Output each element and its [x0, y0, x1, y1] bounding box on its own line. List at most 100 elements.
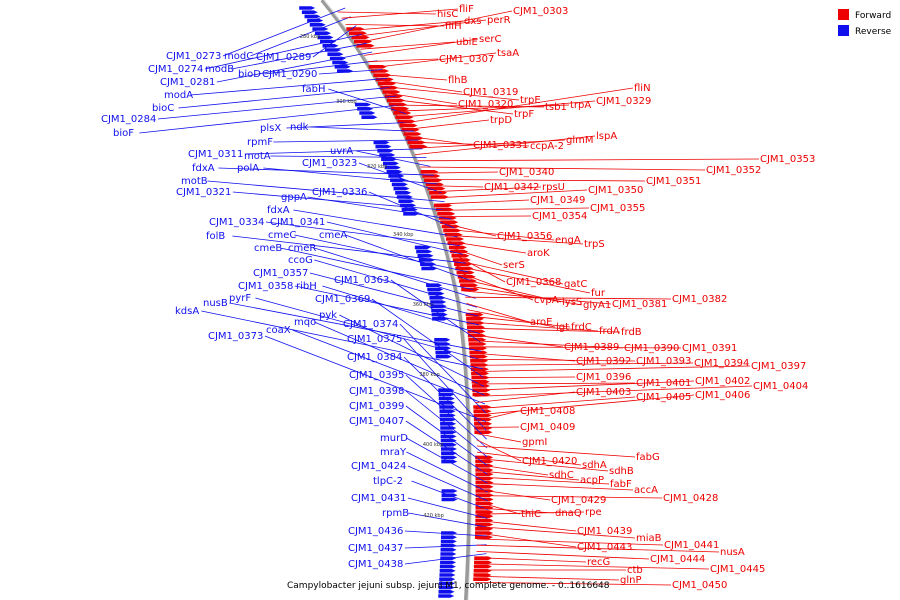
forward-gene-glyph	[471, 371, 490, 376]
forward-gene-label: engA	[555, 235, 581, 246]
reverse-connector-line	[404, 553, 487, 565]
reverse-connector-line	[190, 78, 388, 96]
forward-connector-line	[452, 253, 506, 283]
forward-gene-label: aroE	[530, 317, 552, 328]
forward-connector-line	[433, 189, 588, 199]
forward-connector-line	[477, 495, 663, 499]
reverse-gene-label: gppA	[281, 192, 307, 203]
forward-gene-label: CJM1_0404	[753, 381, 808, 392]
forward-connector-line	[403, 119, 490, 131]
reverse-gene-glyph	[314, 31, 331, 35]
reverse-gene-glyph	[435, 346, 452, 350]
reverse-gene-label: nusB	[203, 298, 228, 309]
reverse-gene-label: CJM1_0399	[349, 401, 404, 412]
reverse-gene-label: folB	[206, 231, 225, 242]
reverse-gene-label: CJM1_0281	[160, 77, 215, 88]
reverse-gene-label: fabH	[302, 84, 326, 95]
forward-connector-line	[371, 52, 497, 69]
forward-connector-line	[444, 228, 555, 241]
forward-connector-line	[471, 352, 576, 362]
reverse-gene-label: CJM1_0369	[315, 294, 370, 305]
forward-gene-glyph	[458, 279, 477, 283]
reverse-gene-glyph	[440, 422, 457, 426]
reverse-gene-label: CJM1_0373	[208, 331, 263, 342]
reverse-gene-label: fdxA	[267, 205, 290, 216]
reverse-gene-label: plsX	[260, 123, 281, 134]
reverse-gene-label: CJM1_0323	[302, 158, 357, 169]
forward-connector-line	[454, 259, 564, 285]
reverse-connector-line	[218, 167, 435, 176]
reverse-gene-glyph	[373, 140, 390, 145]
forward-connector-line	[476, 445, 636, 458]
reverse-gene-glyph	[434, 338, 451, 342]
reverse-connector-line	[403, 338, 487, 431]
reverse-gene-label: CJM1_0395	[349, 370, 404, 381]
forward-gene-glyph	[473, 569, 492, 573]
reverse-gene-label: pyrF	[229, 293, 251, 304]
reverse-connector-line	[322, 285, 480, 334]
forward-gene-label: acpP	[580, 475, 604, 486]
forward-gene-label: CJM1_0319	[463, 87, 518, 98]
reverse-gene-glyph	[414, 245, 431, 250]
reverse-connector-line	[201, 310, 483, 370]
reverse-gene-glyph	[327, 52, 344, 56]
reverse-gene-glyph	[299, 6, 316, 10]
forward-connector-line	[477, 458, 609, 472]
reverse-gene-label: polA	[237, 163, 259, 174]
forward-connector-line	[448, 241, 527, 254]
forward-gene-glyph	[391, 107, 410, 111]
reverse-gene-label: CJM1_0273	[166, 51, 221, 62]
forward-connector-line	[477, 470, 580, 481]
reverse-connector-line	[286, 122, 410, 129]
forward-gene-label: CJM1_0397	[751, 361, 806, 372]
forward-connector-line	[473, 376, 576, 379]
reverse-gene-glyph	[301, 10, 318, 14]
forward-connector-line	[475, 410, 520, 422]
forward-gene-label: CJM1_0408	[520, 406, 575, 417]
scale-tick-label: 300 kbp	[336, 99, 356, 105]
forward-connector-line	[349, 20, 464, 31]
forward-connector-line	[435, 199, 530, 205]
reverse-gene-glyph	[441, 497, 458, 502]
forward-gene-glyph	[474, 560, 493, 565]
reverse-gene-glyph	[332, 60, 349, 65]
forward-gene-label: CJM1_0307	[439, 54, 494, 65]
reverse-gene-glyph	[403, 212, 420, 216]
reverse-gene-label: tlpC-2	[373, 476, 403, 487]
forward-gene-label: sdhB	[609, 466, 634, 477]
forward-gene-glyph	[469, 354, 488, 359]
forward-gene-label: CJM1_0439	[577, 526, 632, 537]
forward-gene-label: CJM1_0390	[624, 343, 679, 354]
reverse-connector-line	[405, 374, 488, 449]
scale-tick-label: 360 kbp	[413, 302, 433, 308]
reverse-gene-glyph	[416, 249, 433, 254]
forward-connector-line	[381, 86, 520, 101]
reverse-gene-label: CJM1_0274	[148, 64, 203, 75]
reverse-gene-glyph	[439, 417, 456, 422]
forward-gene-label: fur	[591, 288, 606, 299]
forward-gene-label: serS	[503, 260, 525, 271]
reverse-connector-line	[405, 405, 488, 466]
forward-gene-label: CJM1_0353	[760, 154, 815, 165]
reverse-gene-glyph	[439, 564, 456, 569]
forward-connector-line	[476, 557, 587, 563]
forward-connector-line	[477, 501, 521, 515]
reverse-connector-line	[264, 60, 378, 75]
reverse-connector-line	[294, 234, 469, 273]
forward-connector-line	[476, 544, 720, 553]
forward-gene-label: CJM1_0409	[520, 422, 575, 433]
forward-gene-label: CJM1_0396	[576, 372, 631, 383]
reverse-connector-line	[314, 247, 476, 299]
reverse-gene-label: rpmF	[247, 137, 273, 148]
forward-gene-glyph	[470, 367, 489, 371]
scale-tick-layer: 280 kbp 300 kbp 320 kbp 340 kbp 360 kbp 380 k…	[300, 34, 444, 519]
forward-gene-label: frdC	[571, 322, 592, 333]
reverse-connector-line	[280, 247, 474, 290]
reverse-connector-line	[244, 148, 423, 155]
forward-connector-line	[474, 385, 753, 397]
reverse-connector-line	[405, 420, 488, 475]
reverse-gene-glyph	[429, 296, 446, 300]
forward-gene-label: ccpA-2	[530, 141, 564, 152]
reverse-gene-label: CJM1_0438	[348, 559, 403, 570]
